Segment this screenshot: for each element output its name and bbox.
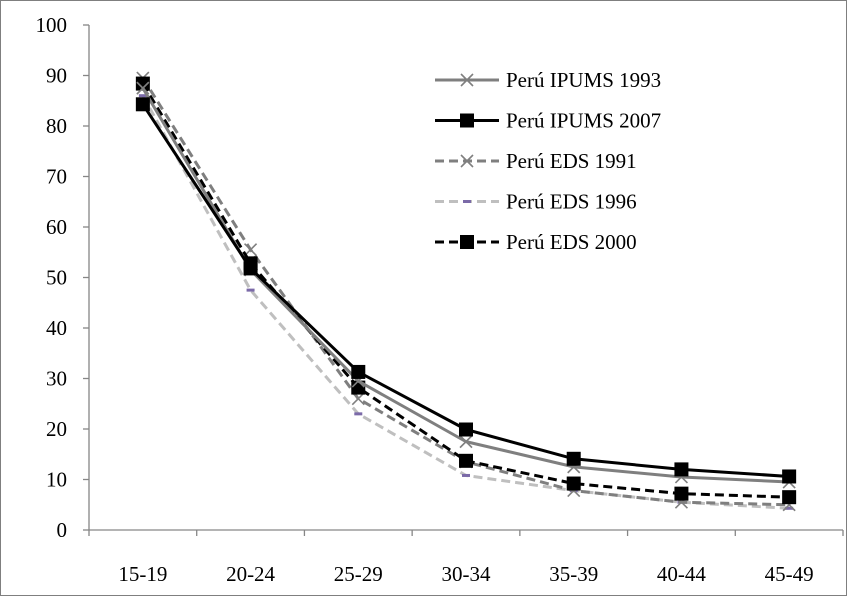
data-point xyxy=(782,469,796,483)
y-tick-label: 60 xyxy=(46,215,67,239)
x-tick-label: 35-39 xyxy=(549,562,598,586)
legend-label: Perú EDS 2000 xyxy=(506,230,637,254)
y-tick-label: 100 xyxy=(36,13,68,37)
series-line xyxy=(143,96,789,509)
data-point xyxy=(674,462,688,476)
legend-item: Perú IPUMS 1993 xyxy=(435,68,661,92)
data-point xyxy=(782,490,796,504)
data-point xyxy=(567,477,581,491)
y-tick-label: 90 xyxy=(46,64,67,88)
data-point xyxy=(244,261,258,275)
data-point xyxy=(460,114,474,128)
data-point xyxy=(460,235,474,249)
data-point xyxy=(247,289,255,292)
legend-label: Perú EDS 1996 xyxy=(506,190,637,214)
data-point xyxy=(459,454,473,468)
legend-label: Perú EDS 1991 xyxy=(506,149,637,173)
axes: 0 10 20 30 40 50 60 70 80 90 100 15-19 20-24 25-29 30-… xyxy=(36,13,844,586)
y-tick-label: 0 xyxy=(57,518,68,542)
y-tick-label: 30 xyxy=(46,367,67,391)
series-layer xyxy=(136,72,796,511)
y-tick-label: 50 xyxy=(46,266,67,290)
y-tick-label: 80 xyxy=(46,114,67,138)
y-tick-label: 20 xyxy=(46,417,67,441)
x-tick-label: 45-49 xyxy=(765,562,814,586)
data-point xyxy=(567,452,581,466)
x-tick-label: 25-29 xyxy=(334,562,383,586)
y-tick-label: 40 xyxy=(46,316,67,340)
data-point xyxy=(674,487,688,501)
series-2 xyxy=(136,97,796,483)
data-point xyxy=(136,97,150,111)
legend-item: Perú EDS 1991 xyxy=(435,149,637,173)
data-point xyxy=(354,412,362,415)
x-tick-label: 40-44 xyxy=(657,562,706,586)
legend: Perú IPUMS 1993 Perú IPUMS 2007 Perú EDS 1… xyxy=(435,68,661,254)
legend-item: Perú EDS 1996 xyxy=(435,190,637,214)
data-point xyxy=(351,365,365,379)
legend-label: Perú IPUMS 1993 xyxy=(506,68,661,92)
series-4 xyxy=(139,94,793,510)
series-3 xyxy=(137,72,795,511)
x-tick-label: 15-19 xyxy=(118,562,167,586)
data-point xyxy=(459,423,473,437)
x-tick-label: 20-24 xyxy=(226,562,275,586)
legend-label: Perú IPUMS 2007 xyxy=(506,109,661,133)
x-tick-label: 30-34 xyxy=(442,562,491,586)
legend-item: Perú IPUMS 2007 xyxy=(435,109,661,133)
data-point xyxy=(463,200,471,203)
y-tick-label: 70 xyxy=(46,165,67,189)
legend-item: Perú EDS 2000 xyxy=(435,230,637,254)
data-point xyxy=(462,474,470,477)
y-tick-label: 10 xyxy=(46,468,67,492)
